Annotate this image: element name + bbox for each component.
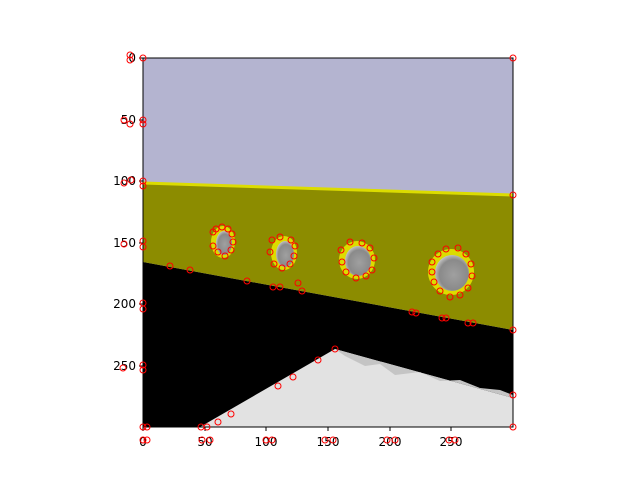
x-axis: 0 50 100 150 200 250 bbox=[139, 427, 462, 449]
x-tick: 150 bbox=[317, 427, 340, 449]
y-tick-label: 150 bbox=[113, 236, 136, 250]
y-axis: 0 50 100 150 200 250 bbox=[113, 51, 143, 373]
x-tick-label: 200 bbox=[379, 435, 402, 449]
hole-cavity bbox=[435, 255, 469, 291]
x-tick-label: 150 bbox=[317, 435, 340, 449]
hole-cavity bbox=[216, 231, 232, 255]
y-tick: 150 bbox=[113, 236, 143, 250]
x-tick: 200 bbox=[379, 427, 402, 449]
y-tick-label: 200 bbox=[113, 297, 136, 311]
image-content bbox=[143, 58, 513, 427]
y-tick: 250 bbox=[113, 359, 143, 373]
y-tick: 200 bbox=[113, 297, 143, 311]
y-tick-label: 50 bbox=[121, 113, 136, 127]
